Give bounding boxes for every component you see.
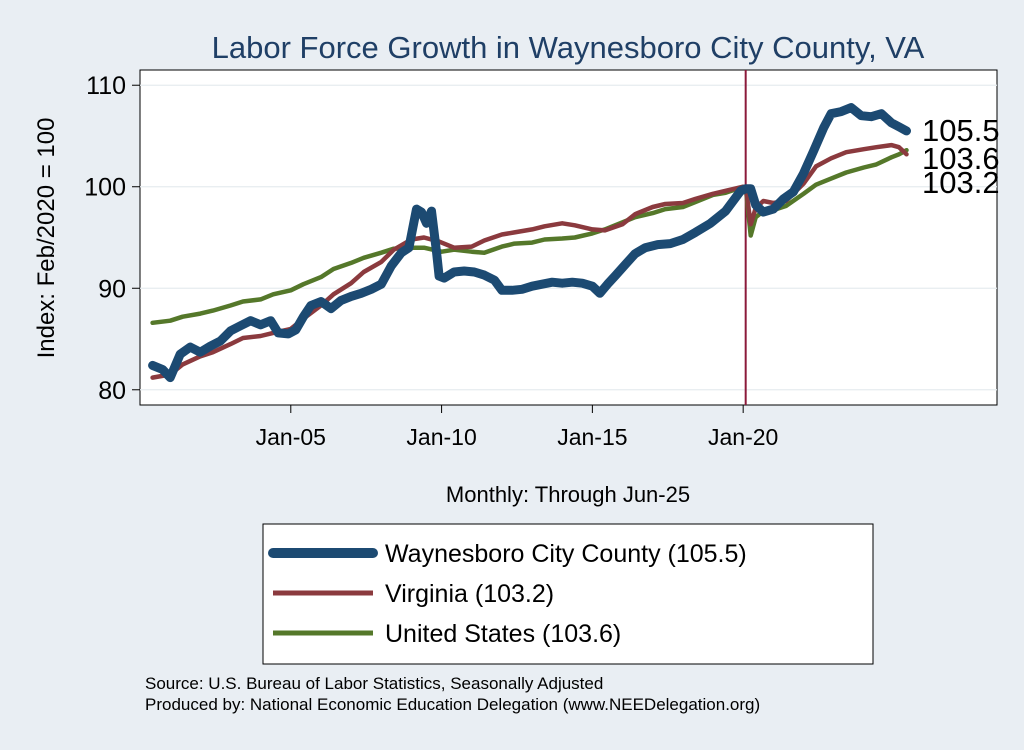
- end-label: 105.5: [922, 113, 1000, 148]
- source-note: Source: U.S. Bureau of Labor Statistics,…: [145, 674, 603, 693]
- x-axis-title: Monthly: Through Jun-25: [446, 482, 690, 507]
- end-label: 103.6: [922, 141, 1000, 176]
- series-line-united-states: [150, 147, 909, 326]
- legend: Waynesboro City County (105.5) Virginia …: [262, 523, 874, 665]
- y-tick-label: 100: [84, 174, 126, 202]
- legend-label-united-states: United States (103.6): [385, 620, 621, 648]
- legend-label-waynesboro: Waynesboro City County (105.5): [385, 540, 747, 568]
- series-group: [148, 103, 911, 383]
- grid-lines: [140, 84, 997, 391]
- producer-note: Produced by: National Economic Education…: [145, 695, 760, 714]
- x-axis: Jan-05 Jan-10 Jan-15 Jan-20: [256, 405, 778, 450]
- y-tick-label: 110: [86, 72, 126, 100]
- y-axis-title: Index: Feb/2020 = 100: [33, 118, 60, 359]
- x-tick-label: Jan-05: [256, 424, 326, 450]
- legend-label-virginia: Virginia (103.2): [385, 580, 554, 608]
- y-tick-label: 80: [98, 377, 126, 405]
- x-tick-label: Jan-10: [406, 424, 476, 450]
- y-axis: 80 90 100 110: [84, 72, 140, 405]
- x-tick-label: Jan-20: [708, 424, 778, 450]
- y-tick-label: 90: [98, 275, 126, 303]
- end-label: 103.2: [922, 165, 1000, 200]
- x-tick-label: Jan-15: [557, 424, 627, 450]
- chart-title: Labor Force Growth in Waynesboro City Co…: [212, 30, 925, 65]
- series-line-waynesboro: [148, 103, 911, 383]
